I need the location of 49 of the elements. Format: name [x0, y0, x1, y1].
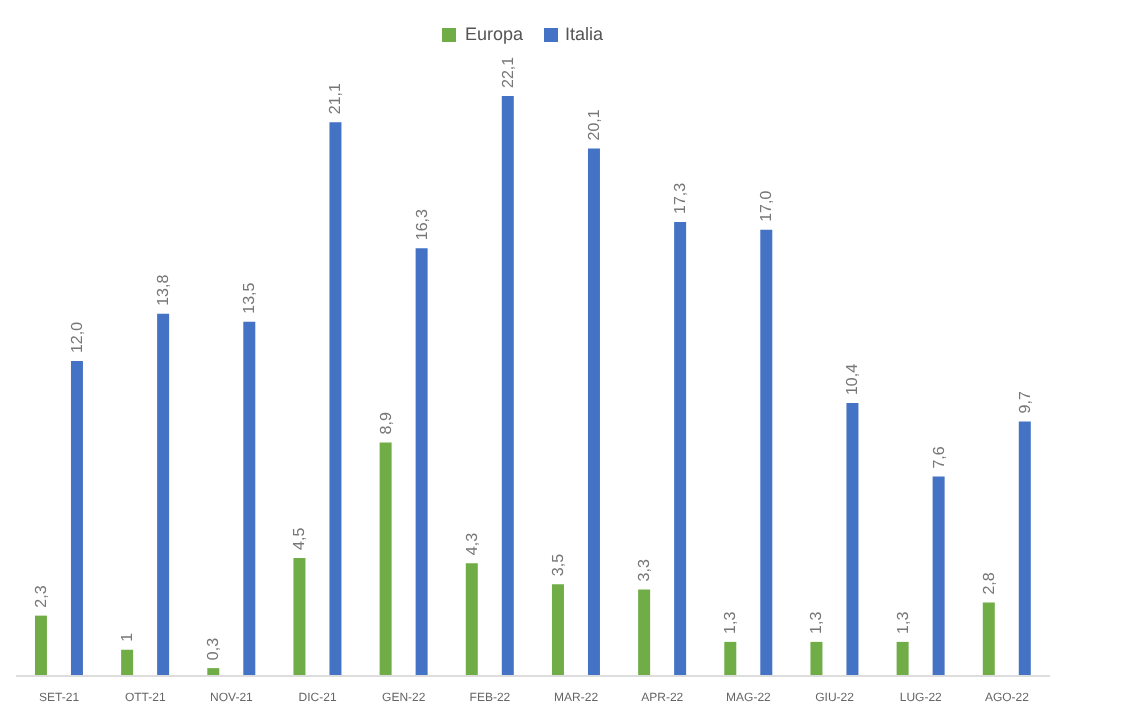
data-label: 3,5 [548, 552, 567, 577]
bar [379, 442, 392, 676]
bar [587, 148, 600, 676]
data-label: 17,0 [757, 189, 776, 222]
legend-label: Italia [565, 24, 604, 44]
data-label: 7,6 [929, 445, 948, 469]
bar [243, 321, 256, 676]
bar [932, 476, 945, 676]
data-label: 1,3 [893, 610, 912, 634]
bar [501, 96, 514, 676]
bar [1018, 421, 1031, 676]
data-label: 2,3 [31, 584, 50, 608]
bar [121, 649, 134, 676]
data-label: 10,4 [843, 362, 862, 396]
data-label: 12,0 [67, 320, 86, 354]
data-label: 2,8 [979, 571, 998, 595]
bar [34, 615, 47, 676]
data-label: 13,5 [240, 281, 259, 314]
data-label: 1 [118, 631, 137, 642]
data-label: 8,9 [376, 411, 395, 435]
bar [896, 641, 909, 676]
data-label: 9,7 [1015, 390, 1034, 414]
data-label: 20,1 [584, 108, 603, 141]
data-label: 4,3 [462, 531, 481, 556]
bar [810, 641, 823, 676]
bar [70, 361, 83, 676]
data-label: 17,3 [671, 181, 690, 214]
bar [982, 602, 995, 676]
data-label: 3,3 [635, 558, 654, 582]
bar [465, 563, 478, 676]
bar [329, 122, 342, 676]
bar [157, 313, 170, 676]
data-label: 21,1 [326, 82, 345, 115]
data-label: 16,3 [412, 207, 431, 241]
data-label: 13,8 [154, 273, 173, 306]
data-label: 4,5 [290, 526, 309, 550]
data-label: 1,3 [721, 610, 740, 634]
bar [846, 403, 859, 676]
data-label: 0,3 [204, 636, 223, 661]
bar [551, 584, 564, 676]
bar [638, 589, 651, 676]
bar [724, 641, 737, 676]
legend-label: Europa [464, 24, 523, 44]
data-label: 22,1 [498, 55, 517, 88]
bar [760, 229, 773, 676]
bar [674, 221, 687, 676]
data-label: 1,3 [807, 610, 826, 634]
bar [415, 248, 428, 676]
bar [293, 557, 306, 676]
